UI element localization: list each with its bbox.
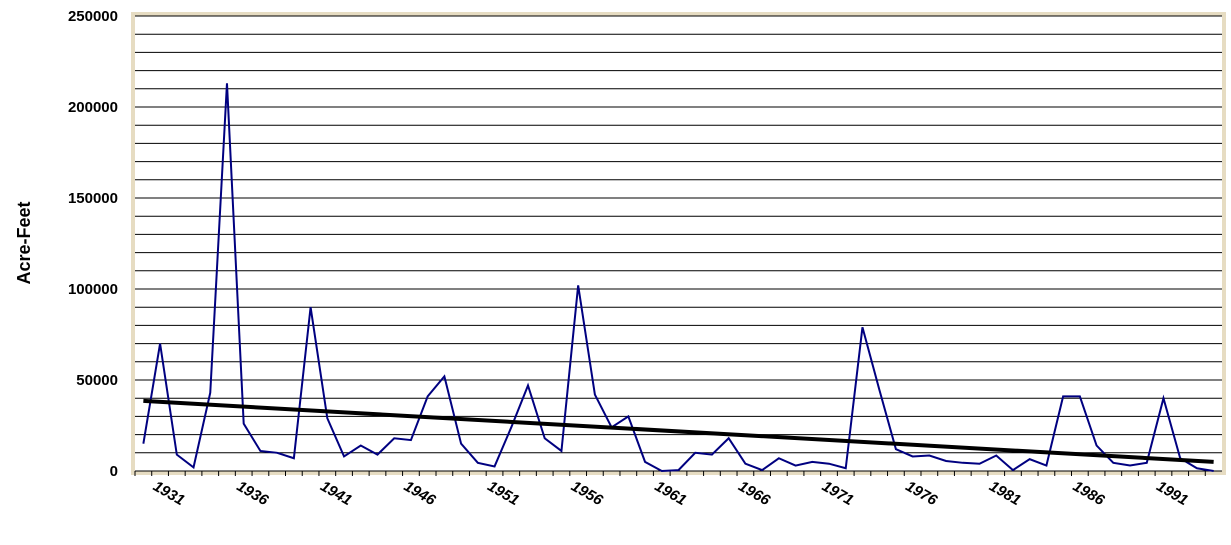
y-tick-label: 150000 — [68, 190, 118, 207]
x-tick-label: 1976 — [903, 478, 941, 510]
y-tick-label: 250000 — [68, 8, 118, 25]
y-tick-label: 50000 — [76, 372, 118, 389]
x-tick-label: 1991 — [1153, 478, 1190, 509]
y-tick-label: 0 — [110, 463, 118, 480]
x-tick-label: 1966 — [735, 478, 773, 510]
y-tick-label: 100000 — [68, 281, 118, 298]
y-axis-label: Acre-Feet — [14, 201, 34, 284]
x-tick-label: 1986 — [1070, 478, 1108, 510]
x-tick-label: 1981 — [986, 478, 1023, 509]
x-tick-label: 1951 — [485, 478, 522, 509]
trend-line — [143, 398, 1214, 464]
x-tick-label: 1971 — [819, 478, 856, 509]
x-tick-label: 1956 — [568, 478, 606, 510]
x-tick-label: 1931 — [150, 478, 187, 509]
x-tick-label: 1941 — [317, 478, 354, 509]
data-line — [142, 83, 1214, 473]
y-tick-label: 200000 — [68, 99, 118, 116]
plot-area — [131, 12, 1226, 475]
x-tick-label: 1936 — [234, 478, 272, 510]
x-tick-label: 1946 — [401, 478, 439, 510]
x-tick-label: 1961 — [652, 478, 689, 509]
